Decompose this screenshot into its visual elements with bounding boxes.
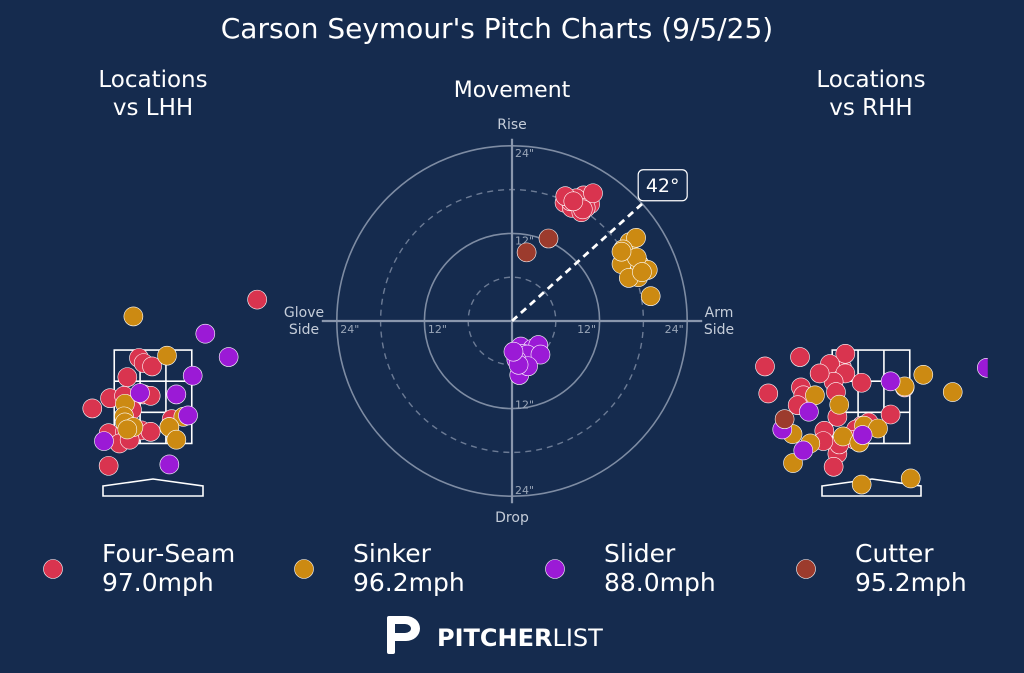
- pitch-point-sinker: [166, 429, 187, 450]
- pitch-point-four-seam: [880, 404, 901, 425]
- movement-point-slider: [503, 341, 524, 362]
- movement-point-cutter: [538, 228, 559, 249]
- movement-point-sinker: [640, 286, 661, 306]
- pitch-point-four-seam: [117, 367, 138, 387]
- axis-label-rise: Rise: [497, 117, 527, 133]
- pitcherlist-logo-text: PITCHERLIST: [437, 624, 603, 652]
- movement-tick-label: 12": [515, 399, 534, 412]
- pitch-point-four-seam: [140, 421, 161, 442]
- pitch-point-four-seam: [755, 356, 775, 377]
- movement-tick-label: 12": [428, 323, 447, 336]
- locations-lhh-panel: Locations vs LHH: [82, 67, 267, 497]
- movement-point-sinker: [626, 227, 646, 248]
- pitch-point-four-seam: [142, 356, 162, 377]
- arm-angle-line: [511, 202, 644, 323]
- chart-title: Carson Seymour's Pitch Charts (9/5/25): [221, 12, 773, 45]
- legend-pitch-speed: 95.2mph: [855, 568, 967, 597]
- pitcherlist-logo: PITCHERLIST: [387, 616, 603, 654]
- pitch-point-sinker: [851, 474, 872, 495]
- pitch-point-slider: [178, 405, 198, 426]
- pitch-point-four-seam: [809, 363, 830, 384]
- lhh-title: Locations vs LHH: [98, 67, 207, 121]
- axis-label-glove-side: Glove Side: [284, 305, 324, 338]
- movement-point-four-seam: [583, 183, 603, 204]
- legend-marker: [796, 559, 816, 579]
- pitch-point-slider: [880, 371, 901, 392]
- lhh-points: [82, 289, 267, 476]
- pitch-point-sinker: [900, 468, 921, 489]
- arm-angle-badge: [637, 169, 688, 202]
- legend-marker: [294, 559, 314, 579]
- pitch-point-four-seam: [835, 343, 856, 364]
- pitch-point-slider: [159, 454, 180, 475]
- movement-tick-label: 24": [665, 323, 684, 336]
- pitch-point-slider: [852, 425, 873, 445]
- pitch-point-sinker: [913, 365, 934, 385]
- lhh-home-plate: [102, 478, 204, 497]
- movement-point-cutter: [516, 242, 537, 263]
- pitch-point-four-seam: [851, 372, 872, 393]
- movement-point-sinker: [632, 262, 652, 282]
- legend-pitch-speed: 97.0mph: [102, 568, 214, 597]
- arm-angle-annotation: 42°: [511, 169, 688, 323]
- movement-tick-label: 24": [515, 147, 534, 160]
- pitch-point-slider: [182, 365, 203, 386]
- arm-angle-label: 42°: [646, 175, 680, 197]
- movement-points: [503, 183, 661, 385]
- pitch-point-sinker: [829, 394, 850, 415]
- legend-pitch-name: Slider: [604, 539, 676, 568]
- pitch-point-four-seam: [758, 383, 779, 404]
- pitch-point-slider: [799, 401, 819, 422]
- pitcherlist-logo-icon: [387, 616, 421, 654]
- legend-pitch-name: Cutter: [855, 539, 934, 568]
- legend-marker: [545, 559, 565, 579]
- pitch-point-slider: [195, 323, 216, 344]
- movement-tick-label: 24": [340, 323, 359, 336]
- movement-title: Movement: [454, 78, 571, 103]
- movement-point-slider: [530, 344, 551, 365]
- pitch-point-sinker: [123, 306, 144, 327]
- pitch-point-sinker: [157, 345, 177, 366]
- legend-pitch-name: Sinker: [353, 539, 432, 568]
- movement-ticks: 12"24"12"24"12"24" 12" 24": [340, 147, 683, 497]
- legend-pitch-name: Four-Seam: [102, 539, 235, 568]
- pitch-point-slider: [793, 440, 814, 461]
- pitch-point-four-seam: [823, 456, 844, 477]
- rhh-points: [755, 343, 988, 495]
- movement-point-four-seam: [563, 191, 584, 212]
- movement-point-sinker: [611, 241, 632, 262]
- movement-panel: Movement Rise Drop Glove Side Arm Side 12"…: [284, 78, 734, 526]
- pitch-point-slider: [130, 383, 150, 403]
- pitch-point-cutter: [774, 409, 795, 429]
- legend-pitch-speed: 88.0mph: [604, 568, 716, 597]
- pitch-point-slider: [977, 357, 988, 378]
- pitch-point-slider: [218, 347, 239, 367]
- legend-marker: [43, 559, 63, 579]
- pitch-point-four-seam: [247, 289, 267, 310]
- axis-label-drop: Drop: [495, 510, 529, 526]
- rhh-title: Locations vs RHH: [816, 67, 925, 121]
- pitch-point-four-seam: [790, 347, 810, 367]
- axis-label-arm-side: Arm Side: [704, 305, 734, 338]
- locations-rhh-panel: Locations vs RHH: [755, 67, 988, 497]
- legend-pitch-speed: 96.2mph: [353, 568, 465, 597]
- pitch-point-four-seam: [82, 398, 103, 419]
- pitch-point-slider: [94, 431, 114, 451]
- movement-tick-label: 24": [515, 484, 534, 497]
- pitch-point-sinker: [942, 382, 963, 402]
- movement-tick-label: 12": [577, 323, 596, 336]
- pitch-point-slider: [166, 384, 187, 405]
- pitch-point-four-seam: [98, 456, 119, 476]
- pitch-point-sinker: [117, 419, 138, 440]
